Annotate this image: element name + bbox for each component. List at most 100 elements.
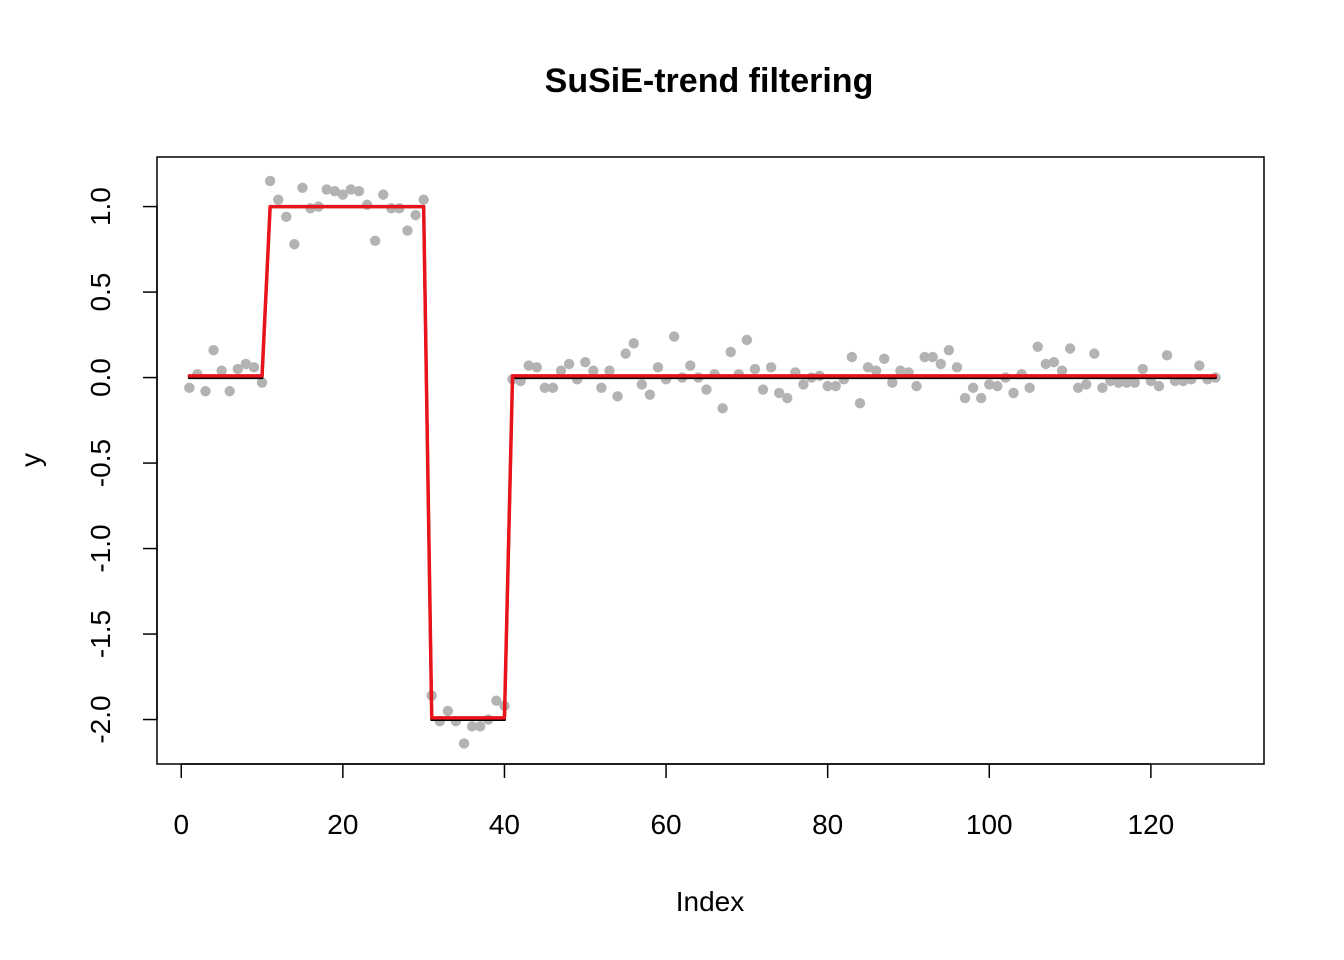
y-tick-label: -2.0 xyxy=(85,695,116,743)
data-point xyxy=(1048,356,1060,368)
data-point xyxy=(830,380,841,392)
data-point xyxy=(967,382,979,394)
data-point xyxy=(580,356,591,368)
data-point xyxy=(264,175,276,187)
data-point xyxy=(1153,380,1165,392)
data-point xyxy=(466,721,478,732)
y-axis: -2.0 -1.5 -1.0 -0.5 0.0 0.5 1.0 xyxy=(85,187,158,744)
data-point xyxy=(927,351,938,363)
data-point xyxy=(822,380,833,392)
y-axis-title: y xyxy=(15,453,46,467)
data-point xyxy=(992,380,1003,392)
observation-points xyxy=(184,175,1221,749)
x-tick-label: 120 xyxy=(1128,809,1175,840)
data-point xyxy=(289,239,300,250)
data-point xyxy=(224,386,235,397)
data-point xyxy=(208,345,219,356)
chart-title: SuSiE-trend filtering xyxy=(545,62,874,100)
data-point xyxy=(523,360,534,371)
data-point xyxy=(240,358,252,370)
data-point xyxy=(329,185,340,197)
x-tick-label: 80 xyxy=(812,809,843,840)
data-point xyxy=(749,363,761,375)
data-point xyxy=(652,362,664,373)
data-point xyxy=(668,331,680,342)
x-tick-label: 20 xyxy=(327,809,358,840)
data-point xyxy=(604,365,615,376)
data-point xyxy=(887,377,898,388)
susie-fit-line xyxy=(187,204,1218,720)
data-point xyxy=(1137,363,1148,375)
data-point xyxy=(685,360,696,371)
data-point xyxy=(588,365,599,376)
data-point xyxy=(248,362,260,373)
data-point xyxy=(418,194,429,205)
data-point xyxy=(1081,379,1092,390)
data-point xyxy=(273,194,284,205)
data-point xyxy=(725,346,736,358)
data-point xyxy=(1064,343,1076,354)
data-point xyxy=(975,392,987,404)
data-point xyxy=(879,353,890,364)
data-point xyxy=(895,365,906,376)
data-point xyxy=(628,338,639,349)
data-point xyxy=(1072,382,1084,394)
data-point xyxy=(620,348,631,359)
data-point xyxy=(547,382,559,394)
plot-frame xyxy=(156,156,1265,765)
data-point xyxy=(798,379,809,390)
y-tick-label: 0.5 xyxy=(85,273,116,312)
data-point xyxy=(1097,382,1108,394)
data-point xyxy=(458,738,470,749)
y-tick-label: -0.5 xyxy=(85,439,116,487)
data-point xyxy=(281,211,292,223)
data-point xyxy=(862,362,874,373)
data-point xyxy=(765,362,777,373)
data-point xyxy=(321,184,332,195)
data-point xyxy=(782,392,793,404)
data-point xyxy=(555,365,567,376)
data-point xyxy=(531,362,542,373)
y-tick-label: 0.0 xyxy=(85,358,116,397)
data-point xyxy=(935,358,946,370)
data-point xyxy=(563,358,575,370)
data-point xyxy=(410,209,421,221)
data-point xyxy=(1040,358,1052,370)
y-tick-label: -1.5 xyxy=(85,610,116,658)
x-axis: 0 20 40 60 80 100 120 xyxy=(173,763,1175,840)
data-point xyxy=(256,377,268,388)
data-point xyxy=(1032,341,1043,352)
data-point xyxy=(442,705,454,717)
x-tick-label: 0 xyxy=(173,809,189,840)
x-tick-label: 60 xyxy=(650,809,681,840)
data-point xyxy=(919,351,930,363)
data-point xyxy=(232,363,244,375)
data-point xyxy=(959,392,971,404)
data-point xyxy=(644,389,656,400)
data-point xyxy=(717,403,728,414)
data-point xyxy=(216,365,227,376)
data-point xyxy=(870,365,882,376)
data-point xyxy=(1113,377,1124,388)
data-point xyxy=(475,721,486,732)
data-point xyxy=(297,182,308,193)
data-point xyxy=(984,379,995,390)
data-point xyxy=(612,391,623,402)
y-tick-label: -1.0 xyxy=(85,524,116,572)
true-signal-line xyxy=(187,205,1218,722)
data-point xyxy=(491,695,502,706)
data-point xyxy=(943,345,955,356)
data-point xyxy=(741,334,753,346)
data-point xyxy=(701,384,712,395)
data-point xyxy=(200,386,211,397)
data-point xyxy=(636,379,648,390)
data-point xyxy=(1121,377,1132,388)
data-point xyxy=(345,184,357,195)
x-axis-title: Index xyxy=(676,886,745,917)
data-point xyxy=(911,380,922,392)
x-tick-label: 100 xyxy=(966,809,1013,840)
data-point xyxy=(773,387,785,399)
data-point xyxy=(337,189,349,200)
data-point xyxy=(1024,382,1035,394)
